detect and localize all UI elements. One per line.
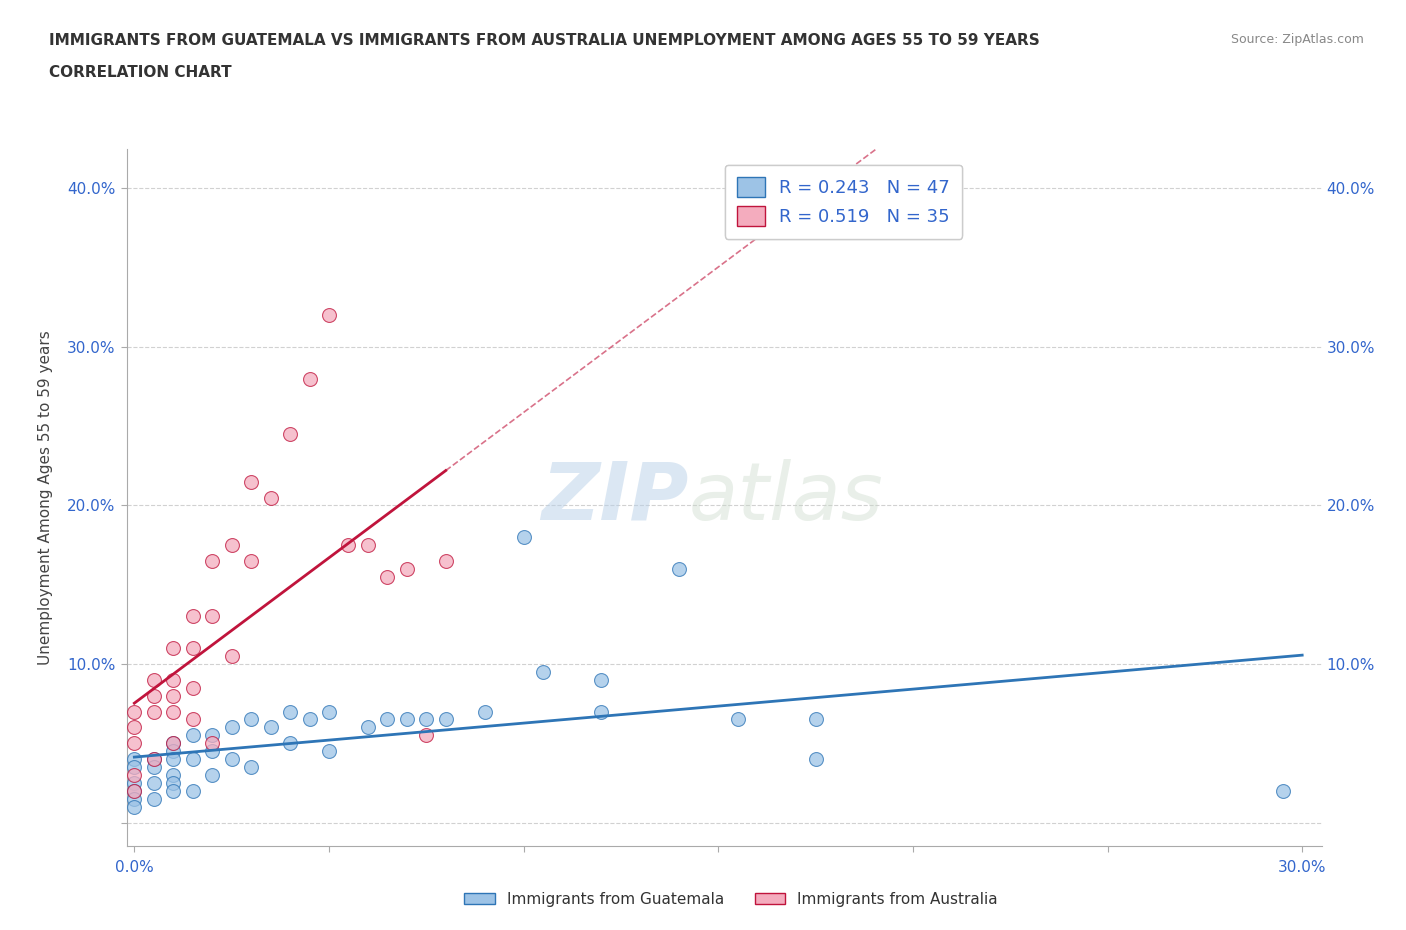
Point bbox=[415, 712, 437, 727]
Point bbox=[181, 728, 204, 743]
Point bbox=[142, 760, 165, 775]
Point bbox=[142, 688, 165, 703]
Point bbox=[162, 767, 184, 782]
Point bbox=[142, 791, 165, 806]
Point bbox=[162, 688, 184, 703]
Point bbox=[240, 474, 263, 489]
Point bbox=[201, 736, 224, 751]
Point bbox=[142, 672, 165, 687]
Point bbox=[201, 609, 224, 624]
Point bbox=[240, 553, 263, 568]
Point bbox=[531, 664, 554, 679]
Point bbox=[124, 720, 146, 735]
Legend: R = 0.243   N = 47, R = 0.519   N = 35: R = 0.243 N = 47, R = 0.519 N = 35 bbox=[725, 165, 962, 239]
Point bbox=[181, 783, 204, 798]
Point bbox=[591, 672, 613, 687]
Point bbox=[201, 744, 224, 759]
Point bbox=[221, 648, 243, 663]
Y-axis label: Unemployment Among Ages 55 to 59 years: Unemployment Among Ages 55 to 59 years bbox=[38, 330, 53, 665]
Point bbox=[395, 712, 418, 727]
Point bbox=[337, 538, 360, 552]
Point bbox=[591, 704, 613, 719]
Point bbox=[124, 760, 146, 775]
Point bbox=[142, 704, 165, 719]
Text: ZIP: ZIP bbox=[541, 458, 688, 537]
Point bbox=[221, 538, 243, 552]
Point bbox=[240, 712, 263, 727]
Point bbox=[162, 751, 184, 766]
Point bbox=[259, 720, 281, 735]
Point bbox=[124, 776, 146, 790]
Text: Source: ZipAtlas.com: Source: ZipAtlas.com bbox=[1230, 33, 1364, 46]
Point bbox=[162, 776, 184, 790]
Point bbox=[221, 720, 243, 735]
Point bbox=[201, 728, 224, 743]
Point bbox=[142, 751, 165, 766]
Point bbox=[162, 736, 184, 751]
Point bbox=[278, 704, 301, 719]
Point bbox=[318, 704, 340, 719]
Point bbox=[162, 672, 184, 687]
Point bbox=[142, 751, 165, 766]
Point bbox=[124, 767, 146, 782]
Point bbox=[162, 736, 184, 751]
Point bbox=[259, 490, 281, 505]
Text: CORRELATION CHART: CORRELATION CHART bbox=[49, 65, 232, 80]
Point bbox=[298, 712, 321, 727]
Point bbox=[162, 641, 184, 656]
Point bbox=[124, 791, 146, 806]
Point bbox=[377, 712, 399, 727]
Point bbox=[124, 783, 146, 798]
Text: IMMIGRANTS FROM GUATEMALA VS IMMIGRANTS FROM AUSTRALIA UNEMPLOYMENT AMONG AGES 5: IMMIGRANTS FROM GUATEMALA VS IMMIGRANTS … bbox=[49, 33, 1040, 47]
Point bbox=[434, 712, 457, 727]
Point bbox=[415, 728, 437, 743]
Point bbox=[804, 712, 827, 727]
Point bbox=[181, 712, 204, 727]
Point bbox=[142, 776, 165, 790]
Point bbox=[201, 553, 224, 568]
Point bbox=[727, 712, 749, 727]
Point bbox=[318, 744, 340, 759]
Point bbox=[474, 704, 496, 719]
Point bbox=[181, 681, 204, 696]
Point bbox=[162, 704, 184, 719]
Point bbox=[357, 720, 380, 735]
Point bbox=[804, 751, 827, 766]
Point bbox=[181, 641, 204, 656]
Point bbox=[124, 751, 146, 766]
Point bbox=[278, 736, 301, 751]
Point bbox=[124, 704, 146, 719]
Legend: Immigrants from Guatemala, Immigrants from Australia: Immigrants from Guatemala, Immigrants fr… bbox=[458, 886, 1004, 913]
Point bbox=[298, 371, 321, 386]
Point bbox=[1271, 783, 1294, 798]
Point bbox=[181, 609, 204, 624]
Point bbox=[512, 530, 534, 545]
Point bbox=[201, 767, 224, 782]
Point bbox=[162, 783, 184, 798]
Point bbox=[668, 562, 690, 577]
Point bbox=[357, 538, 380, 552]
Point bbox=[181, 751, 204, 766]
Point bbox=[124, 736, 146, 751]
Point bbox=[240, 760, 263, 775]
Text: atlas: atlas bbox=[688, 458, 883, 537]
Point bbox=[124, 799, 146, 814]
Point bbox=[124, 783, 146, 798]
Point bbox=[318, 308, 340, 323]
Point bbox=[278, 427, 301, 442]
Point bbox=[221, 751, 243, 766]
Point bbox=[395, 562, 418, 577]
Point bbox=[162, 744, 184, 759]
Point bbox=[434, 553, 457, 568]
Point bbox=[377, 569, 399, 584]
